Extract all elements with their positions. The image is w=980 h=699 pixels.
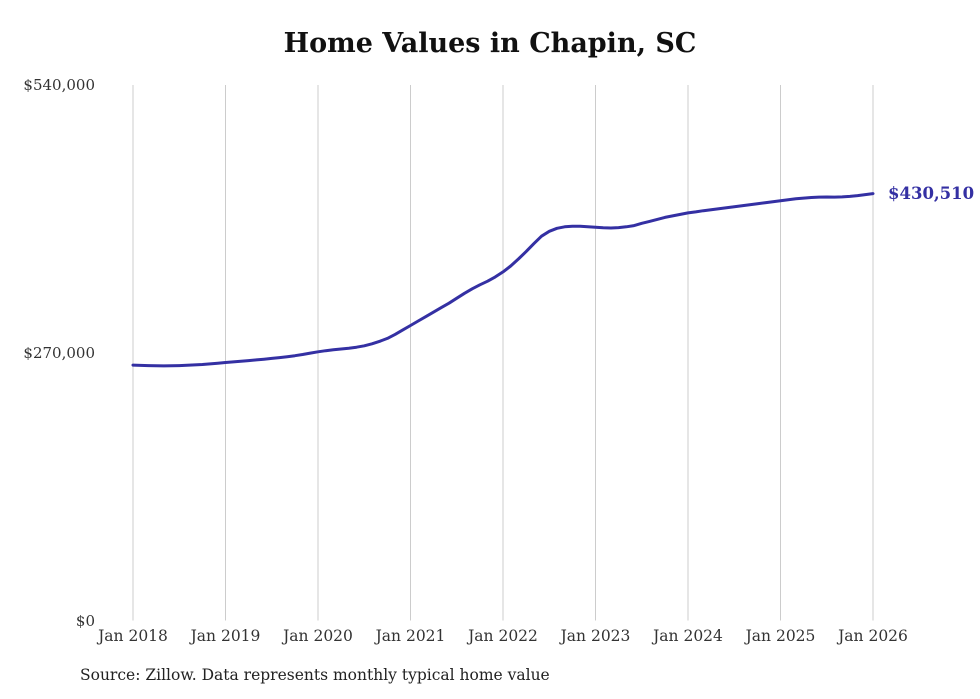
y-axis-tick-label: $540,000	[23, 76, 95, 94]
x-axis-tick-label: Jan 2026	[838, 626, 908, 645]
vertical-gridlines	[132, 85, 874, 621]
x-axis-tick-label: Jan 2021	[375, 626, 446, 645]
x-axis-tick-label: Jan 2024	[653, 626, 723, 645]
home-value-line	[131, 192, 875, 368]
latest-value-label: $430,510	[888, 183, 975, 203]
y-axis-tick-label: $270,000	[23, 343, 95, 362]
x-axis-tick-label: Jan 2018	[98, 626, 168, 645]
x-axis-tick-label: Jan 2022	[468, 626, 538, 645]
x-axis-tick-label: Jan 2023	[560, 626, 631, 645]
chart-title: Home Values in Chapin, SC	[283, 28, 697, 59]
x-axis-tick-label: Jan 2020	[283, 626, 353, 645]
y-axis-tick-label: $0	[75, 611, 95, 630]
source-note: Source: Zillow. Data represents monthly …	[80, 666, 550, 684]
x-axis-tick-label: Jan 2025	[745, 626, 816, 645]
x-axis-tick-label: Jan 2019	[190, 626, 261, 645]
